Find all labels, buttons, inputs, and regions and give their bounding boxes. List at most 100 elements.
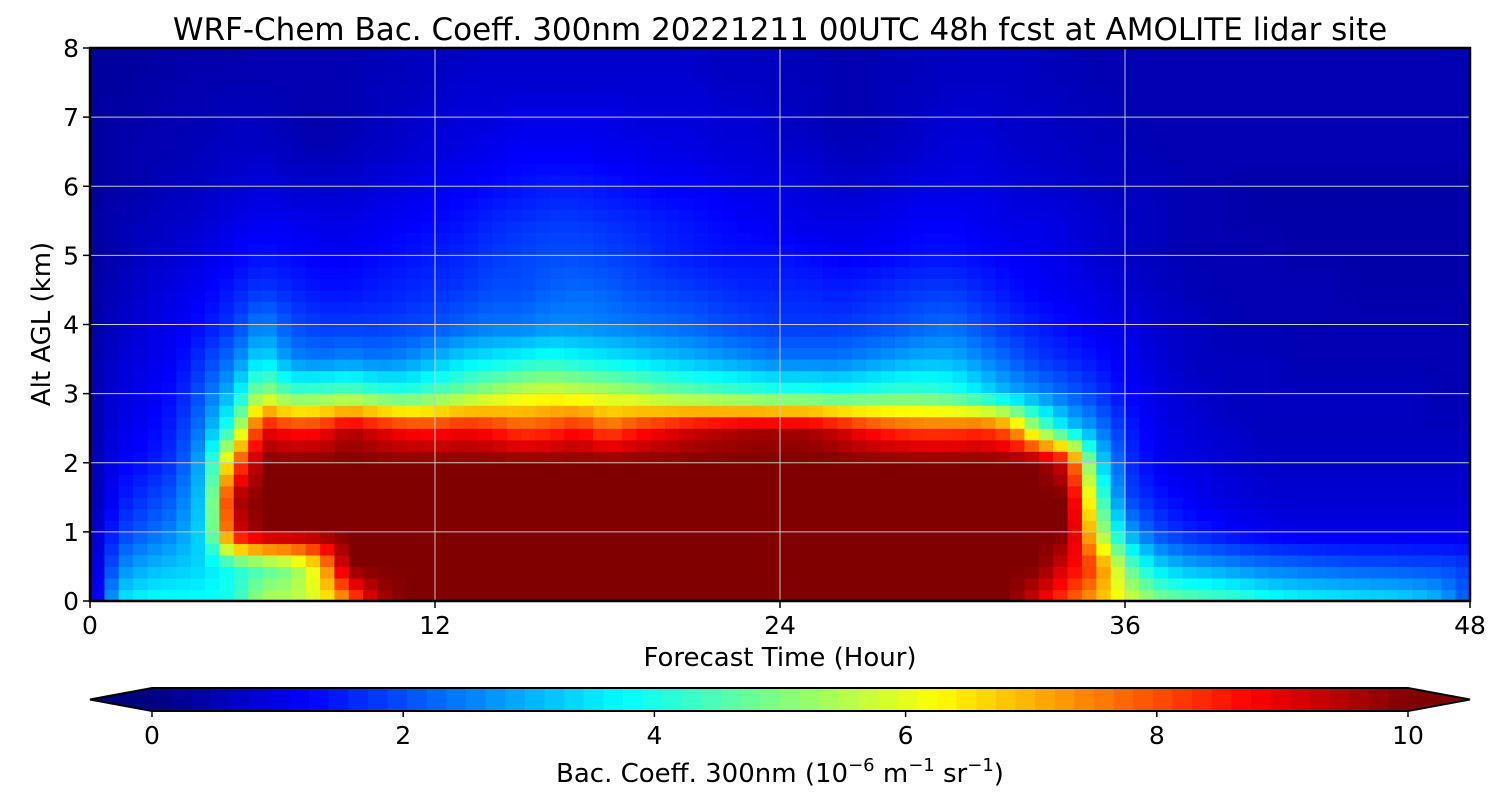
heatmap-cell (736, 405, 752, 418)
heatmap-cell (248, 370, 264, 383)
heatmap-cell (1225, 278, 1241, 291)
heatmap-cell (1240, 59, 1255, 72)
heatmap-cell (320, 520, 335, 533)
heatmap-cell (679, 336, 695, 349)
heatmap-cell (521, 289, 537, 303)
heatmap-cell (578, 336, 594, 349)
heatmap-cell (866, 416, 882, 429)
heatmap-cell (1254, 71, 1270, 84)
heatmap-cell (1340, 347, 1356, 360)
heatmap-cell (851, 428, 867, 441)
heatmap-cell (291, 462, 307, 475)
heatmap-cell (938, 266, 954, 280)
heatmap-cell (1240, 405, 1255, 418)
heatmap-cell (794, 266, 810, 280)
heatmap-cell (880, 232, 896, 245)
heatmap-cell (607, 105, 623, 118)
heatmap-cell (219, 393, 235, 406)
heatmap-cell (665, 163, 680, 176)
heatmap-cell (981, 566, 997, 579)
heatmap-cell (90, 301, 105, 314)
heatmap-cell (1110, 186, 1126, 199)
heatmap-cell (190, 48, 206, 61)
heatmap-cell (621, 589, 637, 601)
heatmap-cell (895, 462, 910, 475)
heatmap-cell (449, 382, 465, 395)
heatmap-cell (1096, 393, 1112, 406)
heatmap-cell (808, 393, 824, 406)
heatmap-cell (1441, 94, 1457, 107)
heatmap-cell (895, 474, 910, 487)
heatmap-cell (1311, 577, 1327, 591)
heatmap-cell (1268, 151, 1284, 164)
heatmap-cell (1240, 243, 1255, 256)
heatmap-cell (1139, 462, 1155, 475)
heatmap-cell (320, 220, 335, 233)
heatmap-cell (1024, 94, 1040, 107)
heatmap-cell (1182, 59, 1198, 72)
heatmap-cell (736, 82, 752, 95)
heatmap-cell (262, 140, 278, 153)
heatmap-cell (478, 301, 494, 314)
heatmap-cell (1153, 554, 1169, 568)
heatmap-cell (104, 474, 120, 487)
heatmap-cell (133, 451, 149, 464)
heatmap-cell (1225, 255, 1241, 268)
heatmap-cell (895, 589, 910, 601)
heatmap-cell (1067, 301, 1083, 314)
heatmap-cell (1225, 520, 1241, 533)
heatmap-cell (391, 508, 407, 521)
heatmap-cell (1311, 566, 1327, 579)
heatmap-cell (952, 508, 968, 521)
heatmap-cell (348, 474, 364, 487)
heatmap-cell (420, 370, 436, 383)
heatmap-cell (593, 370, 609, 383)
heatmap-cell (1081, 186, 1097, 199)
heatmap-cell (1153, 255, 1169, 268)
heatmap-cell (650, 347, 666, 360)
heatmap-cell (1096, 497, 1112, 510)
heatmap-cell (1153, 186, 1169, 199)
heatmap-cell (1139, 301, 1155, 314)
heatmap-cell (1182, 163, 1198, 176)
heatmap-cell (1455, 220, 1470, 233)
heatmap-cell (636, 220, 652, 233)
heatmap-cell (147, 589, 163, 601)
heatmap-cell (1426, 243, 1442, 256)
heatmap-cell (895, 312, 910, 326)
heatmap-cell (262, 312, 278, 326)
heatmap-cell (1110, 278, 1126, 291)
heatmap-cell (1196, 128, 1212, 141)
heatmap-cell (736, 451, 752, 464)
heatmap-cell (1096, 405, 1112, 418)
heatmap-cell (564, 336, 580, 349)
heatmap-cell (176, 197, 192, 210)
colorbar-segment (1192, 688, 1213, 711)
heatmap-cell (377, 71, 393, 84)
heatmap-cell (621, 451, 637, 464)
heatmap-cell (808, 370, 824, 383)
heatmap-cell (176, 128, 192, 141)
colorbar-segment (407, 688, 428, 711)
heatmap-cell (1268, 243, 1284, 256)
heatmap-cell (751, 508, 767, 521)
heatmap-cell (463, 520, 479, 533)
heatmap-cell (1254, 128, 1270, 141)
heatmap-cell (550, 186, 565, 199)
heatmap-cell (406, 128, 422, 141)
heatmap-cell (1153, 439, 1169, 452)
heatmap-cell (794, 347, 810, 360)
heatmap-cell (133, 589, 149, 601)
heatmap-cell (492, 474, 508, 487)
heatmap-cell (621, 382, 637, 395)
heatmap-cell (837, 232, 853, 245)
heatmap-cell (478, 163, 494, 176)
heatmap-cell (1168, 289, 1184, 303)
heatmap-cell (391, 71, 407, 84)
heatmap-cell (233, 186, 249, 199)
heatmap-cell (823, 243, 839, 256)
heatmap-cell (550, 301, 565, 314)
heatmap-cell (133, 312, 149, 326)
heatmap-cell (1254, 220, 1270, 233)
y-tick-label: 8 (63, 34, 79, 63)
